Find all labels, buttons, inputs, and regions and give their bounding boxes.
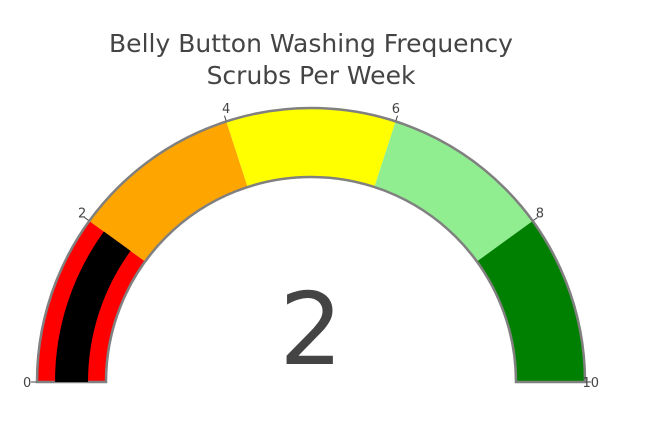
gauge-tick-label-2: 4 [222, 102, 230, 117]
gauge-axis: 0 2 4 6 8 10 [23, 102, 599, 391]
chart-title-line-1: Belly Button Washing Frequency [109, 29, 513, 58]
gauge-tick-label-3: 6 [392, 102, 400, 117]
gauge-value-bar-group [55, 231, 131, 382]
gauge-value-bar [55, 231, 131, 382]
gauge-step-4 [476, 220, 585, 382]
gauge-border [35, 106, 587, 384]
gauge-step-2 [226, 107, 396, 188]
gauge-step-1 [89, 121, 248, 262]
gauge-tick-label-4: 8 [536, 207, 544, 222]
gauge-tick-3 [395, 115, 398, 121]
gauge-tick-1 [84, 217, 89, 221]
gauge-tick-2 [224, 115, 227, 121]
gauge-tick-label-1: 2 [78, 207, 86, 222]
gauge-tick-label-0: 0 [23, 376, 31, 391]
gauge-tick-label-5: 10 [582, 376, 599, 391]
gauge-tick-4 [533, 217, 538, 221]
chart-title-line-2: Scrubs Per Week [207, 61, 416, 90]
gauge-step-3 [374, 121, 533, 262]
gauge-value-number: 2 [279, 271, 343, 388]
